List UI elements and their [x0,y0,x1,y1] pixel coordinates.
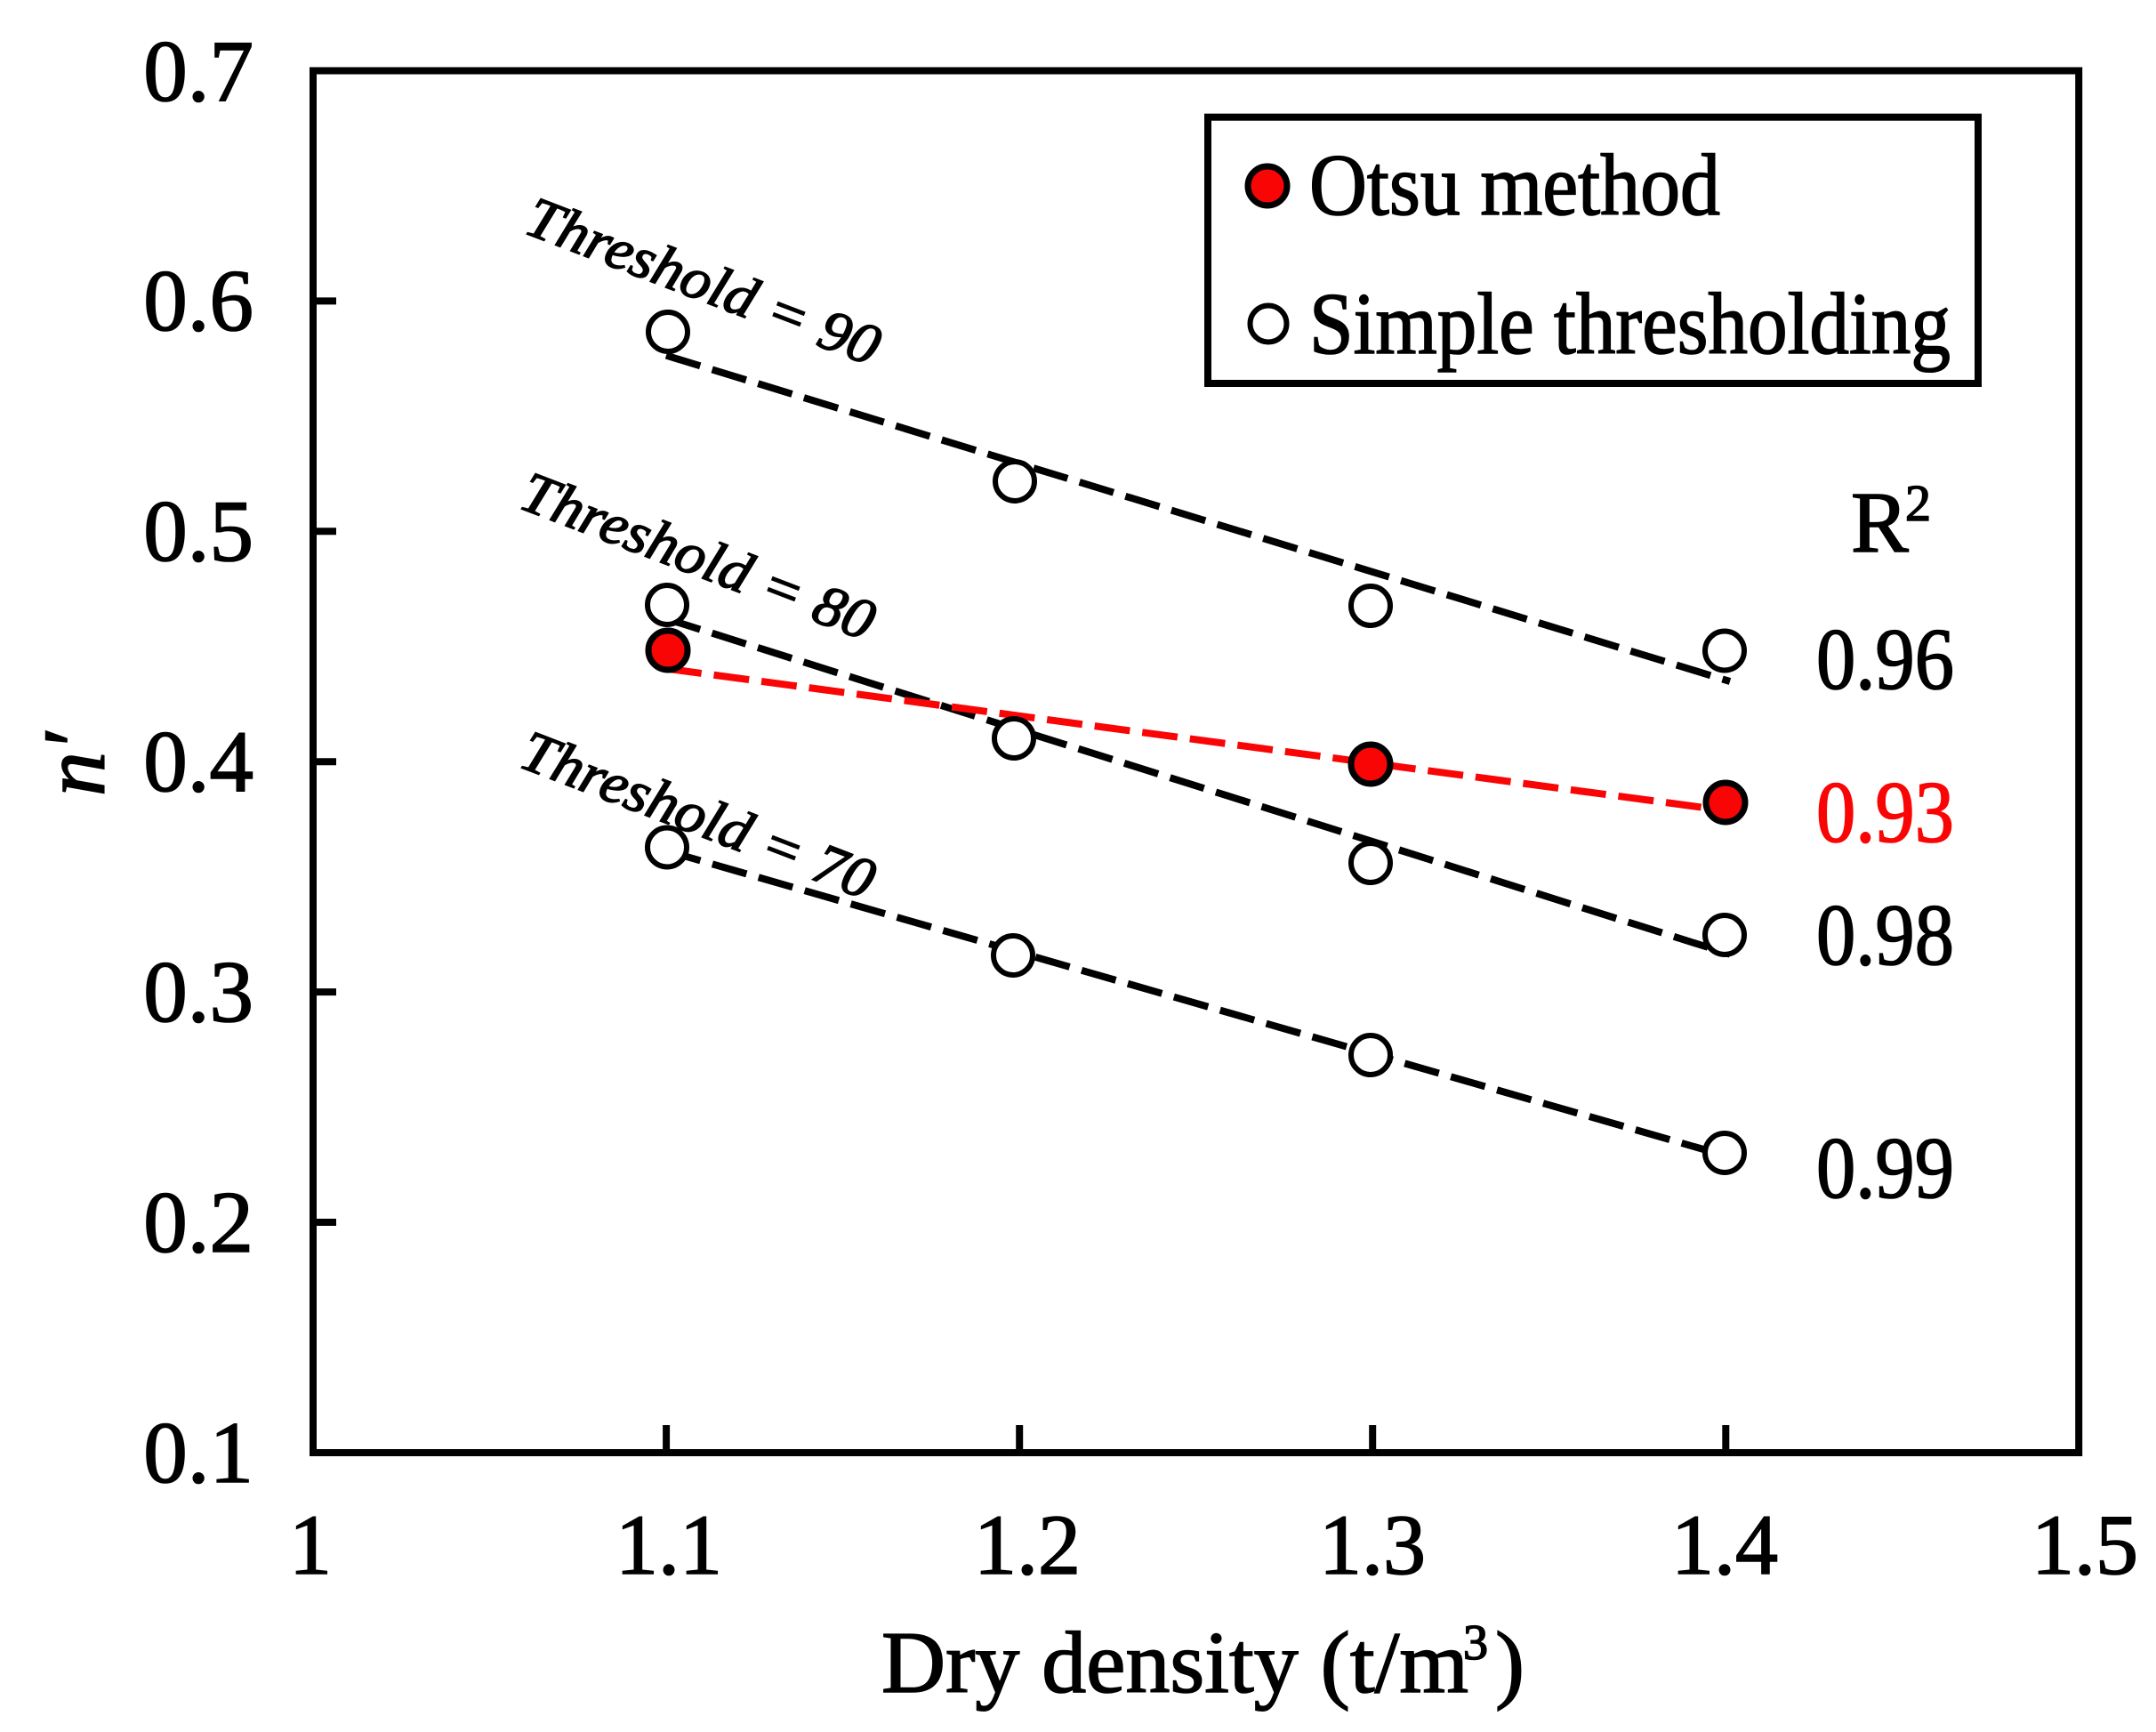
svg-text:0.7: 0.7 [143,23,253,120]
svg-text:0.99: 0.99 [1816,1120,1954,1217]
svg-text:0.93: 0.93 [1816,764,1954,861]
svg-text:0.4: 0.4 [143,713,253,810]
svg-text:0.98: 0.98 [1816,887,1954,984]
svg-text:0.6: 0.6 [143,253,253,350]
svg-text:): ) [1495,1615,1524,1712]
svg-text:n′: n′ [25,730,124,796]
svg-text:1.3: 1.3 [1319,1497,1426,1592]
svg-text:2: 2 [1905,474,1931,532]
svg-text:0.96: 0.96 [1816,611,1954,708]
svg-text:Otsu method: Otsu method [1309,137,1720,234]
svg-text:1: 1 [289,1497,332,1592]
svg-text:R: R [1851,475,1909,570]
svg-text:0.2: 0.2 [143,1174,253,1271]
svg-text:Simple thresholding: Simple thresholding [1309,276,1951,373]
svg-text:0.5: 0.5 [143,483,253,580]
svg-text:1.1: 1.1 [615,1497,722,1592]
svg-text:Dry density (t/m: Dry density (t/m [881,1615,1468,1712]
svg-text:1.2: 1.2 [974,1497,1081,1592]
svg-text:3: 3 [1463,1615,1488,1671]
svg-text:1.4: 1.4 [1671,1497,1778,1592]
svg-text:0.1: 0.1 [143,1405,253,1502]
svg-text:1.5: 1.5 [2031,1497,2138,1592]
svg-text:0.3: 0.3 [143,944,253,1041]
